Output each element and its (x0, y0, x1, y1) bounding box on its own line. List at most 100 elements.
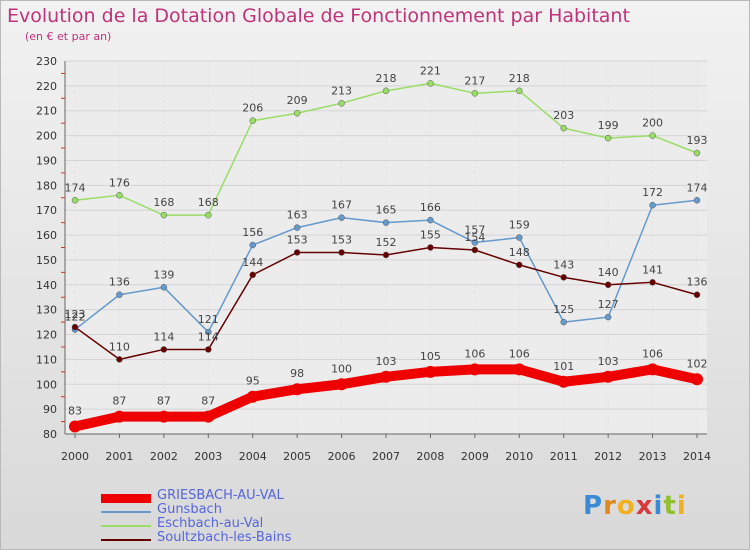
data-point (116, 192, 123, 199)
data-point (293, 109, 301, 117)
y-tick-label: 230 (36, 55, 57, 68)
data-point (516, 234, 523, 241)
legend-label: Gunsbach (157, 502, 222, 517)
data-label: 199 (598, 119, 619, 132)
logo-letter: o (616, 491, 636, 521)
x-tick-label: 2007 (372, 450, 400, 463)
data-point (560, 274, 567, 281)
logo-letter: P (583, 491, 604, 521)
data-label: 121 (198, 313, 219, 326)
data-label: 221 (420, 64, 441, 77)
data-label: 176 (109, 176, 130, 189)
data-point (205, 328, 212, 336)
data-label: 103 (598, 355, 619, 368)
data-label: 203 (553, 109, 574, 122)
x-tick-label: 2003 (194, 450, 222, 463)
data-point (649, 201, 656, 209)
data-label: 200 (642, 117, 663, 130)
y-tick-label: 160 (36, 229, 57, 242)
data-point (113, 410, 126, 423)
y-tick-label: 220 (36, 80, 57, 93)
data-point (560, 318, 567, 326)
data-label: 114 (198, 330, 219, 343)
data-point (249, 241, 256, 249)
data-point (693, 149, 701, 157)
data-point (424, 365, 437, 378)
x-tick-label: 2014 (683, 450, 711, 463)
logo-letter: t (663, 491, 677, 521)
data-point (160, 346, 168, 353)
data-label: 102 (687, 357, 708, 370)
data-label: 103 (376, 355, 397, 368)
x-tick-label: 2008 (416, 450, 444, 463)
data-label: 87 (157, 395, 171, 408)
y-tick-label: 210 (36, 105, 57, 118)
data-point (69, 420, 81, 433)
data-label: 105 (420, 350, 441, 363)
data-label: 106 (509, 347, 530, 360)
data-point (338, 214, 345, 221)
data-label: 168 (153, 196, 174, 209)
legend-swatch (101, 494, 151, 503)
proxiti-logo: Proxiti (583, 491, 687, 521)
legend-label: GRIESBACH-AU-VAL (157, 488, 284, 503)
data-point (604, 313, 612, 321)
data-point (71, 323, 79, 331)
y-tick-label: 110 (36, 353, 57, 366)
data-point (116, 291, 123, 298)
data-label: 156 (242, 226, 263, 239)
data-point (71, 197, 79, 204)
data-label: 174 (65, 181, 86, 194)
x-tick-label: 2006 (328, 450, 356, 463)
data-point (249, 271, 256, 279)
data-label: 136 (109, 276, 130, 289)
logo-letter: x (635, 491, 654, 521)
data-label: 144 (242, 256, 263, 269)
data-label: 127 (598, 298, 619, 311)
x-tick-label: 2004 (239, 450, 267, 463)
data-label: 152 (376, 236, 397, 249)
data-point (382, 219, 390, 226)
chart-subtitle: (en € et par an) (25, 30, 112, 43)
data-label: 209 (287, 94, 308, 107)
data-label: 165 (376, 204, 397, 217)
data-label: 114 (153, 330, 174, 343)
data-label: 163 (287, 209, 308, 222)
data-point (205, 346, 212, 353)
data-label: 148 (509, 246, 530, 259)
data-label: 174 (687, 181, 708, 194)
x-tick-label: 2005 (283, 450, 311, 463)
data-point (602, 370, 615, 383)
data-point (157, 410, 170, 423)
logo-letter: r (603, 491, 617, 521)
y-tick-label: 100 (36, 378, 57, 391)
data-label: 217 (464, 74, 485, 87)
data-point (202, 410, 215, 423)
x-tick-label: 2001 (105, 450, 133, 463)
data-point (205, 211, 212, 219)
data-label: 83 (68, 405, 82, 418)
x-tick-label: 2000 (61, 450, 89, 463)
x-tick-label: 2010 (505, 450, 533, 463)
data-point (246, 390, 259, 403)
data-label: 218 (376, 72, 397, 85)
y-tick-label: 150 (36, 254, 57, 267)
data-point (335, 378, 348, 391)
data-label: 159 (509, 219, 530, 232)
data-point (249, 117, 256, 124)
data-point (604, 281, 612, 289)
data-point (468, 363, 481, 376)
chart-title: Evolution de la Dotation Globale de Fonc… (7, 5, 630, 27)
data-label: 125 (553, 303, 574, 316)
data-label: 87 (112, 395, 126, 408)
data-label: 143 (553, 258, 574, 271)
data-label: 123 (65, 308, 86, 321)
data-point (691, 373, 703, 386)
y-tick-label: 90 (43, 403, 57, 416)
data-label: 218 (509, 72, 530, 85)
data-label: 153 (331, 233, 352, 246)
data-point (116, 356, 123, 363)
y-tick-label: 200 (36, 130, 57, 143)
x-tick-label: 2013 (639, 450, 667, 463)
